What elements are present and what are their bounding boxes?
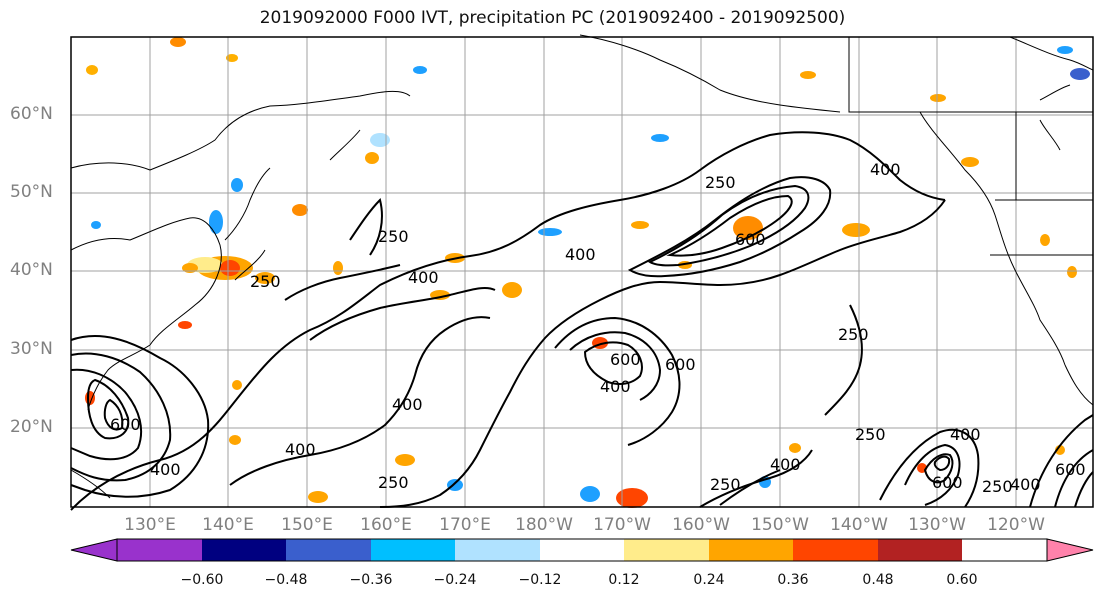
colorbar-cell xyxy=(793,539,878,561)
colorbar-cell xyxy=(455,539,540,561)
colorbar-cell xyxy=(117,539,202,561)
contour-label: 250 xyxy=(705,173,736,192)
map-frame xyxy=(70,36,1094,508)
contour-label: 400 xyxy=(150,460,181,479)
contour-label: 250 xyxy=(250,272,281,291)
lon-label: 130°E xyxy=(124,515,176,535)
colorbar-tick-label: −0.60 xyxy=(180,572,224,588)
lon-label: 170°W xyxy=(593,515,651,535)
map-title: 2019092000 F000 IVT, precipitation PC (2… xyxy=(259,8,846,28)
contour-label: 400 xyxy=(870,160,901,179)
contour-label: 400 xyxy=(565,245,596,264)
coastlines xyxy=(70,34,1094,499)
colorbar-cell xyxy=(371,539,455,561)
lat-label: 40°N xyxy=(10,260,53,280)
contour-label: 250 xyxy=(378,227,409,246)
lon-label: 140°W xyxy=(830,515,888,535)
lon-label: 170°E xyxy=(439,515,491,535)
ivt-contours xyxy=(70,131,1094,511)
colorbar-tick-label: 0.24 xyxy=(693,572,725,588)
lat-label: 60°N xyxy=(10,104,53,124)
contour-label: 400 xyxy=(1010,475,1041,494)
contour-label: 600 xyxy=(932,473,963,492)
contour-label: 250 xyxy=(378,473,409,492)
colorbar-tick-label: 0.12 xyxy=(608,572,640,588)
lon-label: 180°W xyxy=(515,515,573,535)
colorbar-tick-label: 0.36 xyxy=(777,572,809,588)
colorbar-cell xyxy=(878,539,962,561)
contour-label: 400 xyxy=(408,268,439,287)
colorbar-cell xyxy=(624,539,709,561)
lon-label: 130°W xyxy=(908,515,966,535)
contour-label: 600 xyxy=(1055,460,1086,479)
contour-label: 250 xyxy=(855,425,886,444)
contour-label: 600 xyxy=(735,230,766,249)
colorbar-tick-label: −0.12 xyxy=(518,572,562,588)
contour-label: 600 xyxy=(110,415,141,434)
lon-label: 160°W xyxy=(672,515,730,535)
colorbar-frame xyxy=(116,538,1048,562)
colorbar-cell xyxy=(709,539,793,561)
contour-label: 250 xyxy=(710,475,741,494)
contour-label: 400 xyxy=(392,395,423,414)
colorbar xyxy=(70,538,1094,562)
lon-label: 140°E xyxy=(202,515,254,535)
contour-label: 600 xyxy=(610,350,641,369)
colorbar-tick-label: −0.36 xyxy=(349,572,393,588)
lon-label: 160°E xyxy=(360,515,412,535)
colorbar-cell xyxy=(202,539,286,561)
colorbar-tick-label: 0.60 xyxy=(946,572,978,588)
contour-label: 400 xyxy=(950,425,981,444)
lon-label: 120°W xyxy=(987,515,1045,535)
lat-label: 30°N xyxy=(10,339,53,359)
colorbar-low-extend xyxy=(70,538,118,562)
contour-label: 400 xyxy=(285,440,316,459)
contour-label: 400 xyxy=(600,377,631,396)
contour-label-group: 250 400 400 250 400 250 400 400 600 250 … xyxy=(110,160,1086,496)
graticule xyxy=(71,37,1093,507)
colorbar-tick-label: −0.24 xyxy=(433,572,477,588)
contour-label: 600 xyxy=(665,355,696,374)
contour-label: 250 xyxy=(982,477,1013,496)
contour-label: 400 xyxy=(770,455,801,474)
contour-label: 250 xyxy=(838,325,869,344)
colorbar-high-extend xyxy=(1046,538,1094,562)
colorbar-tick-label: 0.48 xyxy=(862,572,894,588)
lat-label: 50°N xyxy=(10,182,53,202)
precip-patches xyxy=(85,37,1090,508)
lat-label: 20°N xyxy=(10,417,53,437)
lon-label: 150°W xyxy=(751,515,809,535)
colorbar-cells xyxy=(117,539,962,561)
colorbar-cell xyxy=(286,539,371,561)
colorbar-cell xyxy=(540,539,624,561)
lon-label: 150°E xyxy=(281,515,333,535)
colorbar-tick-label: −0.48 xyxy=(264,572,308,588)
